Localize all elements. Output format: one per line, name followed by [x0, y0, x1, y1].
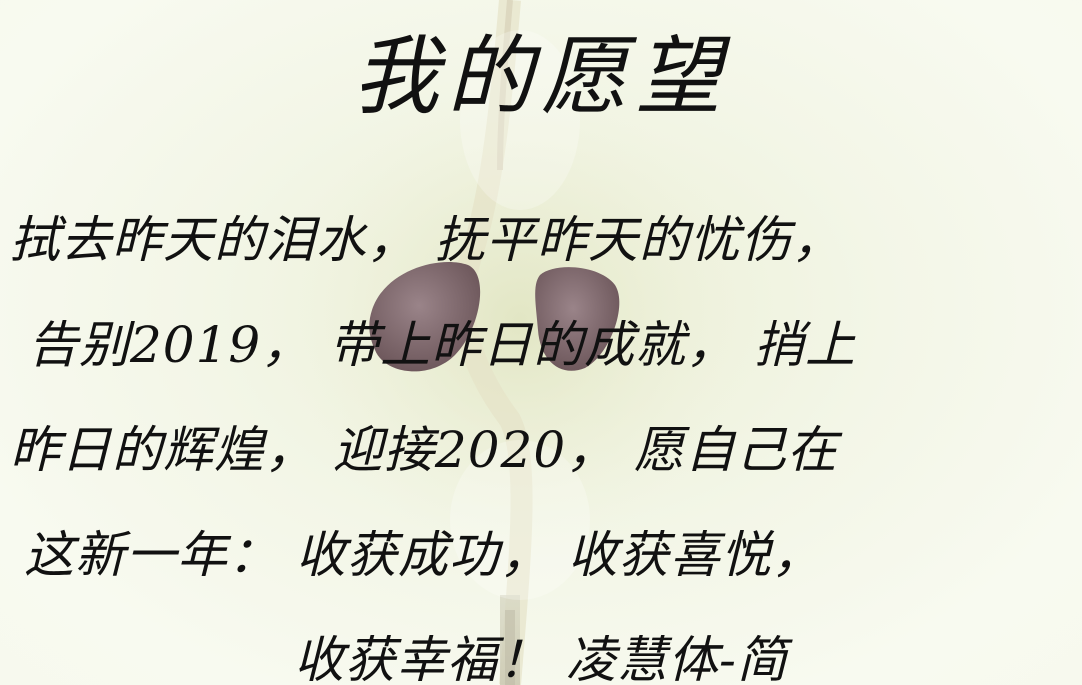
- left-seed-shape: [369, 262, 481, 372]
- right-seed-shape: [535, 267, 620, 371]
- message-line-1: 拭去昨天的泪水， 抚平昨天的忧伤，: [10, 211, 843, 269]
- page-title: 我的愿望: [353, 27, 729, 127]
- message-line-2: 告别2019， 带上昨日的成就， 捎上: [28, 316, 857, 374]
- message-body: 拭去昨天的泪水， 抚平昨天的忧伤， 告别2019， 带上昨日的成就， 捎上 昨日…: [0, 188, 1082, 685]
- message-line-4: 这新一年： 收获成功， 收获喜悦，: [24, 526, 823, 584]
- message-line-3: 昨日的辉煌， 迎接2020， 愿自己在: [10, 421, 839, 479]
- message-line-5: 收获幸福！ 凌慧体-简: [294, 631, 788, 685]
